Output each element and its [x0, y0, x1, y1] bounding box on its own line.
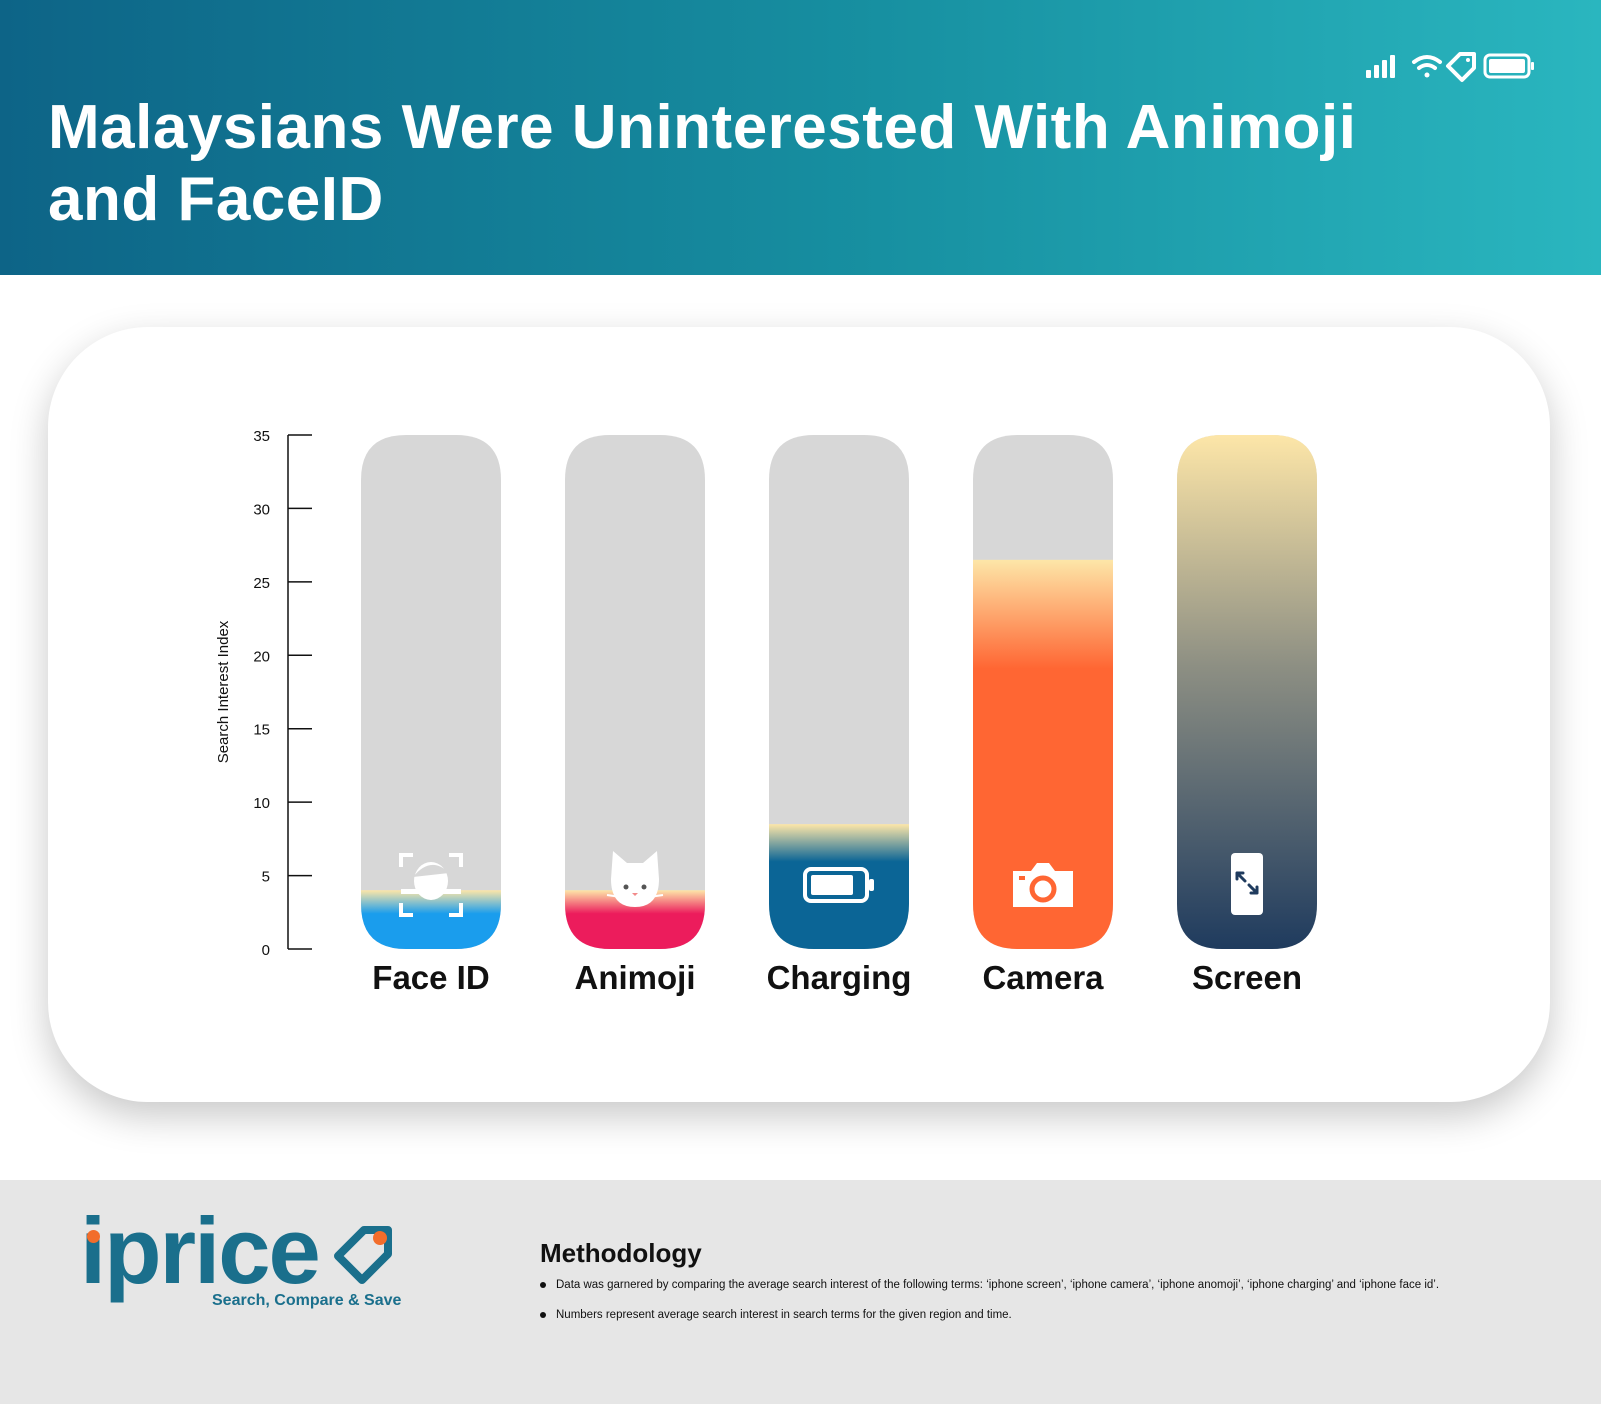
- face-scan-icon: [399, 853, 463, 917]
- wifi-icon: [1412, 55, 1442, 78]
- bar: [361, 890, 501, 949]
- signal-icon: [1366, 55, 1395, 78]
- bar-track: [361, 435, 501, 949]
- phone-expand-icon: [1231, 853, 1263, 915]
- x-tick-label: Charging: [767, 959, 912, 996]
- logo-tagline: Search, Compare & Save: [212, 1292, 402, 1309]
- y-tick-label: 15: [253, 722, 270, 739]
- battery-icon: [1483, 53, 1534, 79]
- bar-group-animoji: Animoji: [565, 435, 705, 996]
- y-axis-label: Search Interest Index: [215, 620, 232, 763]
- iprice-logo[interactable]: iprice Search, Compare & Save: [80, 1198, 420, 1320]
- y-tick-label: 25: [253, 575, 270, 592]
- y-tick-label: 20: [253, 648, 270, 665]
- methodology-item: Data was garnered by comparing the avera…: [540, 1277, 1560, 1293]
- y-tick-label: 30: [253, 501, 270, 518]
- footer: iprice Search, Compare & Save Methodolog…: [0, 1180, 1601, 1404]
- header-banner: Malaysians Were Uninterested With Animoj…: [0, 0, 1601, 275]
- methodology-item: Numbers represent average search interes…: [540, 1307, 1560, 1323]
- camera-icon: [1013, 863, 1073, 907]
- methodology-list: Data was garnered by comparing the avera…: [540, 1277, 1560, 1323]
- logo-dot: [87, 1230, 100, 1243]
- bar-chart: 0 5 10 15 20 25 30 35 Search Interest Index Face…: [215, 428, 1317, 996]
- x-tick-label: Animoji: [575, 959, 696, 996]
- bar-group-face-id: Face ID: [361, 435, 501, 996]
- y-tick-label: 35: [253, 428, 270, 445]
- page-title: Malaysians Were Uninterested With Animoj…: [48, 93, 1357, 234]
- bar-group-charging: Charging: [767, 435, 912, 996]
- chart-card: 0 5 10 15 20 25 30 35 Search Interest Index Face…: [48, 327, 1550, 1102]
- x-tick-label: Screen: [1192, 959, 1302, 996]
- bar-group-camera: Camera: [973, 435, 1113, 996]
- battery-icon: [803, 867, 874, 903]
- cat-icon: [606, 851, 664, 907]
- bar-group-screen: Screen: [1177, 435, 1317, 996]
- methodology-title: Methodology: [540, 1238, 702, 1268]
- y-tick-label: 10: [253, 795, 270, 812]
- bar-track: [565, 435, 705, 949]
- logo-wordmark: iprice: [80, 1198, 321, 1303]
- y-tick-label: 5: [262, 869, 270, 886]
- x-tick-label: Camera: [982, 959, 1104, 996]
- status-icons: [1366, 52, 1534, 82]
- price-tag-icon: [334, 1226, 392, 1284]
- y-tick-label: 0: [262, 942, 270, 959]
- x-tick-label: Face ID: [372, 959, 489, 996]
- bar-track: [769, 435, 909, 949]
- tag-icon: [1446, 52, 1476, 82]
- methodology-section: Methodology Data was garnered by compari…: [540, 1238, 1560, 1337]
